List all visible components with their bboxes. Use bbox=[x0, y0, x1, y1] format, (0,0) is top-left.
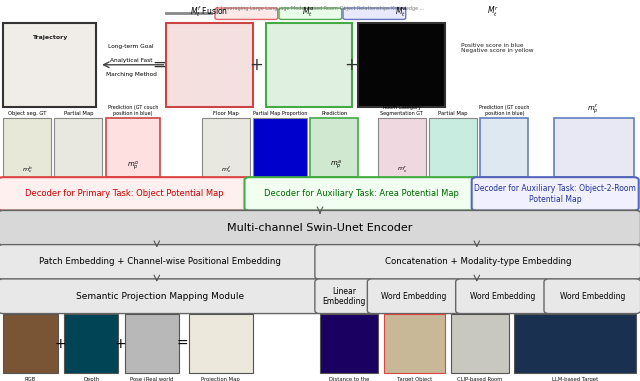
Text: Analytical Fast: Analytical Fast bbox=[110, 58, 152, 63]
FancyBboxPatch shape bbox=[0, 279, 322, 314]
FancyBboxPatch shape bbox=[215, 8, 278, 19]
FancyBboxPatch shape bbox=[472, 177, 639, 211]
Text: $m_p^o$: $m_p^o$ bbox=[127, 160, 139, 173]
Text: $m_c^f$: $m_c^f$ bbox=[221, 165, 231, 175]
Text: LLM-based Target
Room Estimation: LLM-based Target Room Estimation bbox=[552, 377, 598, 381]
Text: $m_c^b$: $m_c^b$ bbox=[22, 165, 33, 175]
Text: +: + bbox=[115, 337, 126, 351]
Bar bbox=[514, 314, 636, 373]
Bar bbox=[166, 23, 253, 107]
Text: $M_t^a$: $M_t^a$ bbox=[395, 6, 408, 19]
Bar bbox=[378, 118, 426, 177]
Text: Marching Method: Marching Method bbox=[106, 72, 157, 77]
Text: Projection Map: Projection Map bbox=[202, 377, 240, 381]
Text: Pose (Real world
using LiDAR-based
Hector SLAM): Pose (Real world using LiDAR-based Hecto… bbox=[127, 377, 177, 381]
Bar bbox=[3, 118, 51, 177]
Text: RGB
(Mask-RCNN as Object Detector): RGB (Mask-RCNN as Object Detector) bbox=[0, 377, 73, 381]
Text: Prediction: Prediction bbox=[321, 111, 348, 116]
FancyBboxPatch shape bbox=[367, 279, 461, 314]
Text: CLIP-based Room
Category Estimation: CLIP-based Room Category Estimation bbox=[453, 377, 507, 381]
FancyBboxPatch shape bbox=[544, 279, 640, 314]
Text: $m_c^r$: $m_c^r$ bbox=[397, 165, 407, 175]
Text: Depth: Depth bbox=[83, 377, 99, 381]
Bar bbox=[54, 118, 102, 177]
Text: Distance to the
nearest target: d;
Direction: θ: Distance to the nearest target: d; Direc… bbox=[326, 377, 372, 381]
Text: =: = bbox=[177, 337, 188, 351]
Text: Floor Map: Floor Map bbox=[213, 111, 239, 116]
Bar bbox=[320, 314, 378, 373]
Text: +: + bbox=[249, 56, 263, 74]
FancyBboxPatch shape bbox=[279, 8, 342, 19]
Text: Patch Embedding + Channel-wise Positional Embedding: Patch Embedding + Channel-wise Positiona… bbox=[39, 258, 281, 266]
FancyBboxPatch shape bbox=[0, 210, 640, 245]
Text: Positive score in blue
Negative score in yellow: Positive score in blue Negative score in… bbox=[461, 43, 533, 53]
Text: Decoder for Auxiliary Task: Object-2-Room
Potential Map: Decoder for Auxiliary Task: Object-2-Roo… bbox=[474, 184, 636, 203]
Bar bbox=[189, 314, 253, 373]
Text: $m_p^r$: $m_p^r$ bbox=[588, 102, 599, 116]
Text: Multi-channel Swin-Unet Encoder: Multi-channel Swin-Unet Encoder bbox=[227, 223, 412, 233]
Bar bbox=[451, 314, 509, 373]
FancyBboxPatch shape bbox=[0, 177, 252, 211]
Text: Concatenation + Modality-type Embedding: Concatenation + Modality-type Embedding bbox=[385, 258, 571, 266]
Text: Semantic Projection Mapping Module: Semantic Projection Mapping Module bbox=[76, 292, 244, 301]
Bar bbox=[266, 23, 352, 107]
FancyBboxPatch shape bbox=[315, 245, 640, 279]
FancyBboxPatch shape bbox=[315, 279, 373, 314]
Text: $M_t^r$: $M_t^r$ bbox=[487, 5, 499, 19]
Bar bbox=[384, 314, 445, 373]
Bar bbox=[106, 118, 160, 177]
Text: Decoder for Primary Task: Object Potential Map: Decoder for Primary Task: Object Potenti… bbox=[26, 189, 224, 199]
Text: Word Embedding: Word Embedding bbox=[470, 292, 535, 301]
Text: Word Embedding: Word Embedding bbox=[381, 292, 447, 301]
Text: Object seg. GT: Object seg. GT bbox=[8, 111, 47, 116]
Text: Word Embedding: Word Embedding bbox=[559, 292, 625, 301]
Text: =: = bbox=[152, 56, 166, 74]
Bar bbox=[358, 23, 445, 107]
Text: Partial Map Proportion: Partial Map Proportion bbox=[253, 111, 307, 116]
Text: Long-term Goal: Long-term Goal bbox=[108, 44, 154, 49]
Bar bbox=[3, 23, 96, 107]
Bar bbox=[480, 118, 528, 177]
Text: Decoder for Auxiliary Task: Area Potential Map: Decoder for Auxiliary Task: Area Potenti… bbox=[264, 189, 459, 199]
Text: Linear
Embedding: Linear Embedding bbox=[323, 287, 365, 306]
Text: ... Leveraging Large Language Model-based Room-Object Relationships Knowledge ..: ... Leveraging Large Language Model-base… bbox=[216, 6, 424, 11]
FancyBboxPatch shape bbox=[343, 8, 406, 19]
FancyBboxPatch shape bbox=[0, 245, 322, 279]
Bar bbox=[64, 314, 118, 373]
Text: Target Object
Category: Target Object Category bbox=[397, 377, 432, 381]
Bar bbox=[554, 118, 634, 177]
Bar bbox=[429, 118, 477, 177]
Bar bbox=[3, 314, 58, 373]
Text: $M_t^f$ Fusion: $M_t^f$ Fusion bbox=[190, 4, 228, 19]
Text: Room Category
Segmentation GT: Room Category Segmentation GT bbox=[381, 106, 423, 116]
Bar bbox=[253, 118, 307, 177]
Bar bbox=[202, 118, 250, 177]
Text: Prediction (GT couch
position in blue): Prediction (GT couch position in blue) bbox=[108, 106, 158, 116]
FancyBboxPatch shape bbox=[244, 177, 479, 211]
Text: $m_p^a$: $m_p^a$ bbox=[330, 159, 342, 172]
Text: Prediction (GT couch
position in blue): Prediction (GT couch position in blue) bbox=[479, 106, 529, 116]
Text: $M_t^o$: $M_t^o$ bbox=[302, 6, 315, 19]
Text: Trajectory: Trajectory bbox=[31, 35, 67, 40]
Bar bbox=[125, 314, 179, 373]
FancyBboxPatch shape bbox=[456, 279, 549, 314]
Text: Partial Map: Partial Map bbox=[438, 111, 468, 116]
Text: Partial Map: Partial Map bbox=[64, 111, 93, 116]
Bar bbox=[310, 118, 358, 177]
Text: +: + bbox=[344, 56, 358, 74]
Text: +: + bbox=[55, 337, 67, 351]
